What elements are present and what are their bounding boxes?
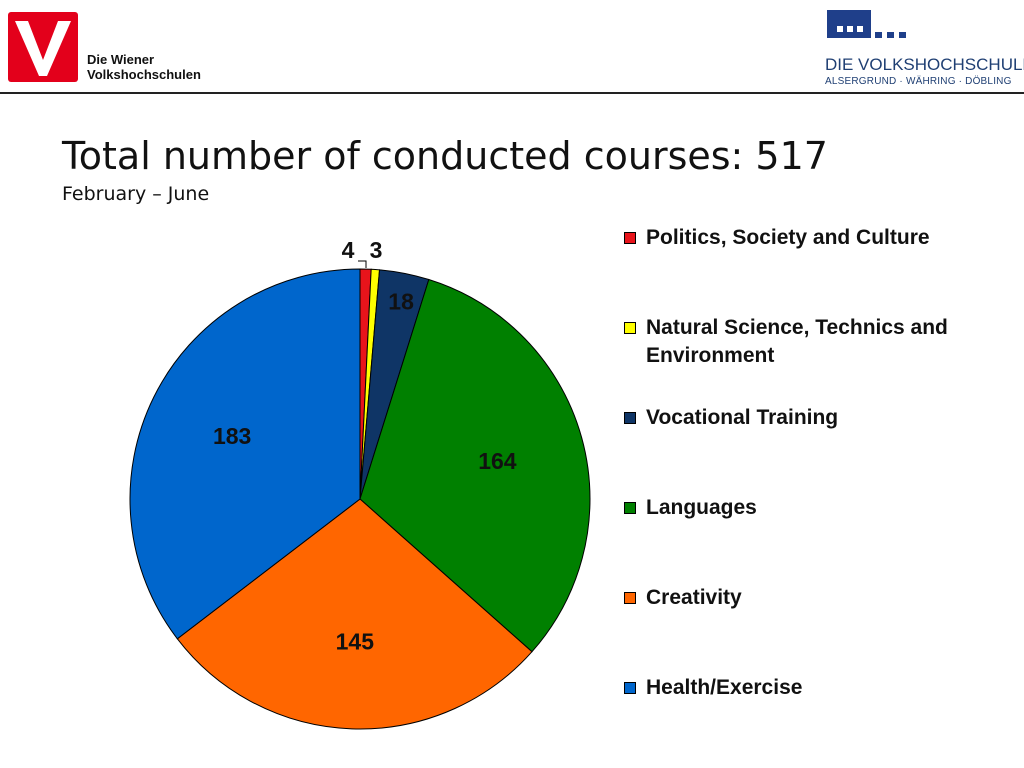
brand-line-1: Die Wiener [87, 52, 155, 67]
vhs-wien-logo: Die Wiener Volkshochschulen [8, 12, 208, 84]
vhs-v-logo-icon [8, 12, 78, 82]
slide-title: Total number of conducted courses: 517 [62, 134, 828, 178]
legend-label: Natural Science, Technics and Environmen… [646, 316, 948, 367]
vhs-district-logo: DIE VOLKSHOCHSCHULE ALSERGRUND · WÄHRING… [825, 10, 1024, 87]
vhs-blocks-logo-icon [827, 10, 906, 38]
legend-label: Creativity [646, 586, 742, 609]
legend-swatch [624, 232, 636, 244]
legend-label: Languages [646, 496, 757, 519]
data-label-languages: 164 [478, 448, 517, 474]
vhs-districts: ALSERGRUND · WÄHRING · DÖBLING [825, 76, 1012, 87]
data-label-vocational-training: 18 [388, 288, 414, 314]
data-label-leader-line [358, 260, 367, 268]
data-label-natural-science: 3 [370, 237, 383, 263]
legend-label: Politics, Society and Culture [646, 226, 930, 249]
slide-subtitle: February – June [62, 183, 210, 205]
legend-swatch [624, 412, 636, 424]
legend-label: Health/Exercise [646, 676, 803, 699]
slide-header: Die Wiener Volkshochschulen DIE VOLKSHOC… [0, 0, 1024, 94]
data-label-health-exercise: 183 [213, 423, 251, 449]
vhs-wien-brand-text: Die Wiener Volkshochschulen [87, 52, 201, 82]
legend-swatch [624, 682, 636, 694]
pie-slice-languages [359, 278, 591, 653]
legend-swatch [624, 502, 636, 514]
header-divider [0, 92, 1024, 94]
data-label-creativity: 145 [336, 629, 375, 655]
legend-swatch [624, 322, 636, 334]
vhs-org-name: DIE VOLKSHOCHSCHULE [825, 55, 1024, 74]
pie-slice-health-exercise [129, 268, 361, 640]
legend-swatch [624, 592, 636, 604]
data-label-politics: 4 [342, 237, 355, 263]
legend-label: Vocational Training [646, 406, 839, 429]
brand-line-2: Volkshochschulen [87, 67, 201, 82]
pie-slice-creativity [176, 498, 533, 730]
